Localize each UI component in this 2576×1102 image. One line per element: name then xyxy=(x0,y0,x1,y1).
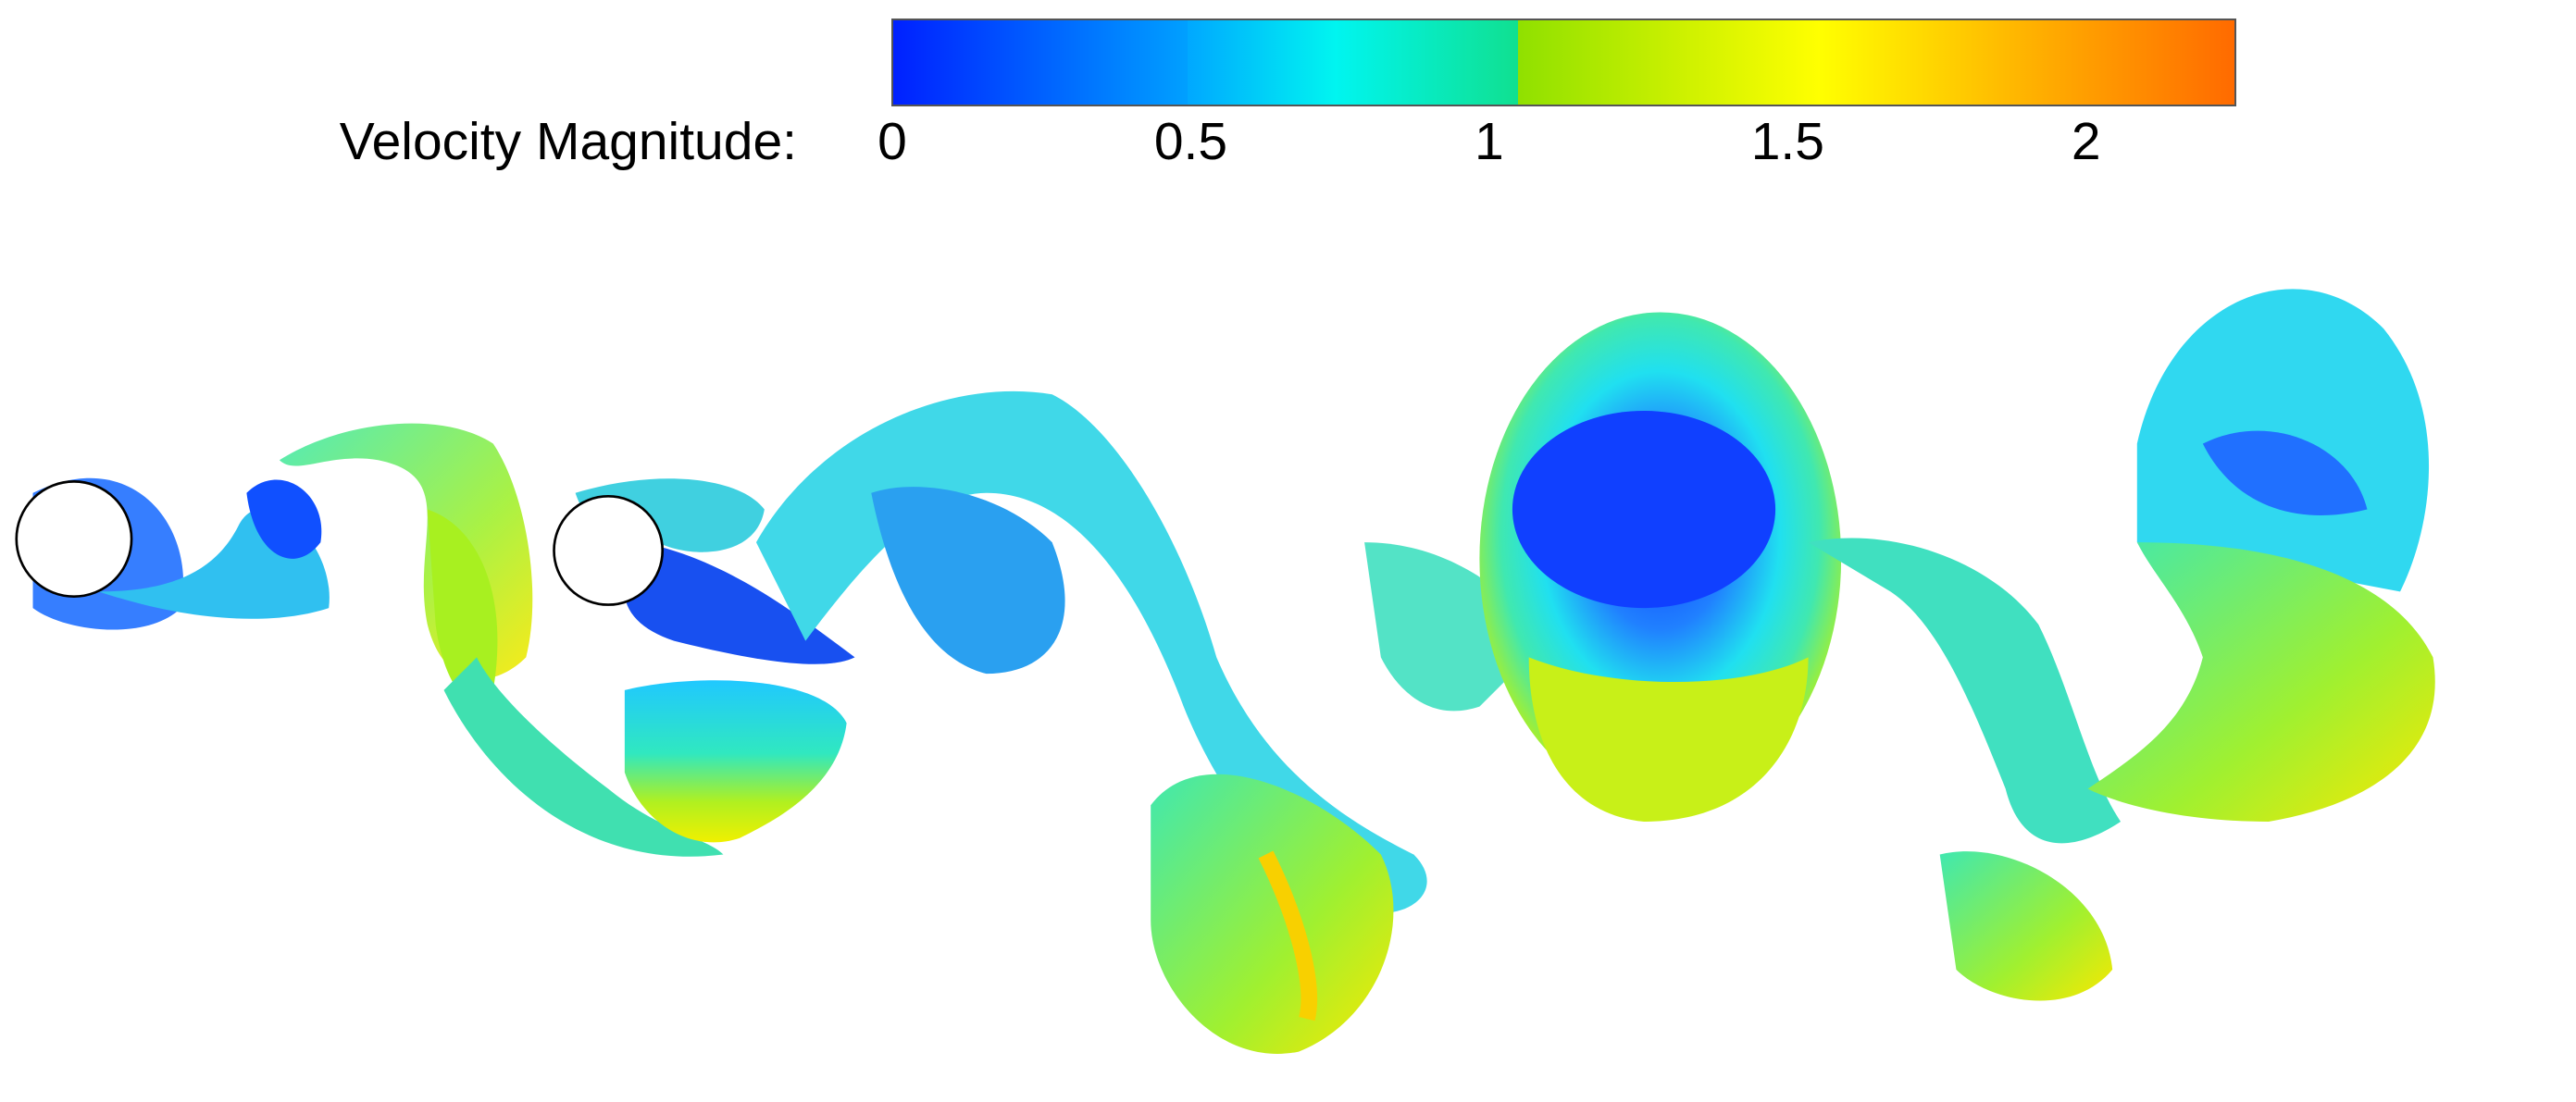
colorbar-ticks: 0 0.5 1 1.5 2 xyxy=(877,112,2100,171)
colorbar xyxy=(891,19,2236,106)
colorbar-tick-label: 2 xyxy=(2072,112,2101,171)
colorbar-tick-label: 0 xyxy=(877,112,907,171)
colorbar-label: Velocity Magnitude: xyxy=(340,112,797,171)
colorbar-tick-label: 0.5 xyxy=(1154,112,1227,171)
colorbar-tick-label: 1 xyxy=(1475,112,1504,171)
flow-field xyxy=(15,289,2435,1054)
colorbar-tick-label: 1.5 xyxy=(1751,112,1824,171)
